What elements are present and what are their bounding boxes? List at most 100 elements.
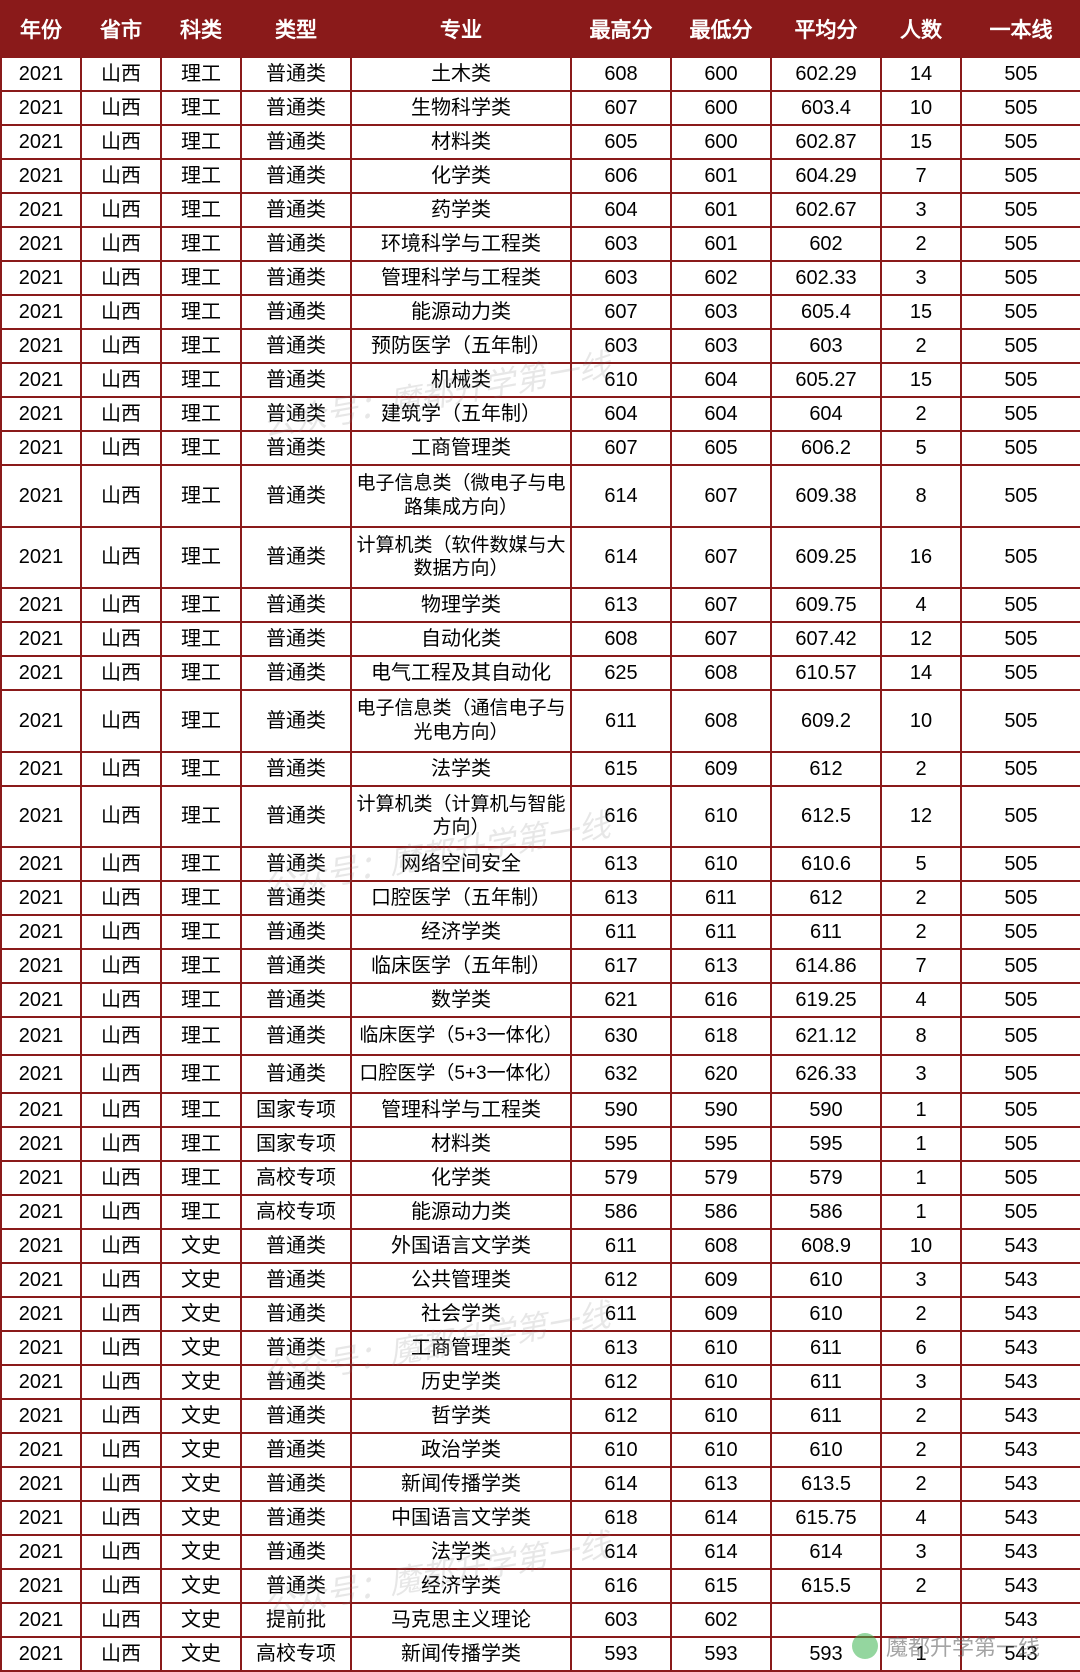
table-cell: 505 — [961, 125, 1080, 159]
table-cell: 2021 — [1, 227, 81, 261]
table-cell: 文史 — [161, 1433, 241, 1467]
table-cell: 理工 — [161, 1093, 241, 1127]
table-cell: 普通类 — [241, 1467, 351, 1501]
table-cell: 山西 — [81, 1433, 161, 1467]
table-cell: 2 — [881, 329, 961, 363]
table-row: 2021山西理工普通类管理科学与工程类603602602.333505 — [1, 261, 1080, 295]
table-cell: 10 — [881, 91, 961, 125]
table-cell: 2021 — [1, 1603, 81, 1637]
table-cell: 606.2 — [771, 431, 881, 465]
table-cell: 山西 — [81, 1501, 161, 1535]
table-cell: 2 — [881, 1467, 961, 1501]
table-row: 2021山西文史提前批马克思主义理论603602543 — [1, 1603, 1080, 1637]
table-cell: 543 — [961, 1637, 1080, 1671]
table-cell: 普通类 — [241, 329, 351, 363]
table-cell: 543 — [961, 1569, 1080, 1603]
table-cell: 612.5 — [771, 786, 881, 848]
table-cell: 山西 — [81, 1637, 161, 1671]
table-body: 2021山西理工普通类土木类608600602.29145052021山西理工普… — [1, 57, 1080, 1671]
table-cell: 4 — [881, 588, 961, 622]
table-cell: 610 — [671, 847, 771, 881]
table-cell: 608 — [671, 690, 771, 752]
table-cell: 613 — [571, 588, 671, 622]
table-row: 2021山西文史普通类公共管理类6126096103543 — [1, 1263, 1080, 1297]
table-cell: 619.25 — [771, 983, 881, 1017]
table-cell: 生物科学类 — [351, 91, 571, 125]
table-cell: 1 — [881, 1127, 961, 1161]
table-cell: 505 — [961, 1195, 1080, 1229]
table-row: 2021山西文史普通类哲学类6126106112543 — [1, 1399, 1080, 1433]
table-cell: 614 — [571, 527, 671, 589]
table-cell: 3 — [881, 1263, 961, 1297]
table-row: 2021山西文史普通类经济学类616615615.52543 — [1, 1569, 1080, 1603]
table-cell: 614 — [571, 465, 671, 527]
table-cell: 2021 — [1, 261, 81, 295]
table-cell: 611 — [571, 915, 671, 949]
table-cell: 文史 — [161, 1603, 241, 1637]
table-cell: 610 — [671, 1331, 771, 1365]
table-cell: 材料类 — [351, 125, 571, 159]
table-row: 2021山西理工普通类口腔医学（五年制）6136116122505 — [1, 881, 1080, 915]
table-cell: 文史 — [161, 1467, 241, 1501]
table-cell: 山西 — [81, 588, 161, 622]
table-cell: 理工 — [161, 690, 241, 752]
table-cell: 2021 — [1, 1399, 81, 1433]
table-cell: 山西 — [81, 1055, 161, 1093]
table-cell: 605 — [571, 125, 671, 159]
table-cell: 理工 — [161, 465, 241, 527]
table-cell: 601 — [671, 159, 771, 193]
table-cell: 山西 — [81, 295, 161, 329]
table-cell: 604 — [671, 363, 771, 397]
table-cell: 505 — [961, 1017, 1080, 1055]
table-cell: 普通类 — [241, 159, 351, 193]
table-cell: 普通类 — [241, 363, 351, 397]
table-cell: 山西 — [81, 1297, 161, 1331]
table-cell: 经济学类 — [351, 915, 571, 949]
table-cell: 2021 — [1, 1365, 81, 1399]
table-cell: 609 — [671, 752, 771, 786]
table-row: 2021山西理工普通类建筑学（五年制）6046046042505 — [1, 397, 1080, 431]
table-cell: 普通类 — [241, 656, 351, 690]
table-cell: 山西 — [81, 752, 161, 786]
table-cell: 管理科学与工程类 — [351, 261, 571, 295]
table-cell: 602.33 — [771, 261, 881, 295]
table-cell: 607 — [671, 465, 771, 527]
table-cell: 普通类 — [241, 1569, 351, 1603]
table-row: 2021山西文史普通类历史学类6126106113543 — [1, 1365, 1080, 1399]
table-cell: 2021 — [1, 431, 81, 465]
table-cell: 607 — [671, 588, 771, 622]
table-cell: 普通类 — [241, 752, 351, 786]
table-cell: 普通类 — [241, 786, 351, 848]
table-cell: 601 — [671, 227, 771, 261]
table-cell: 山西 — [81, 329, 161, 363]
table-cell: 5 — [881, 847, 961, 881]
table-cell: 管理科学与工程类 — [351, 1093, 571, 1127]
table-cell: 602.29 — [771, 57, 881, 91]
table-cell: 政治学类 — [351, 1433, 571, 1467]
table-cell: 543 — [961, 1603, 1080, 1637]
table-cell: 590 — [771, 1093, 881, 1127]
table-cell: 611 — [771, 1365, 881, 1399]
table-cell: 602 — [771, 227, 881, 261]
table-cell: 616 — [571, 1569, 671, 1603]
table-cell: 615 — [571, 752, 671, 786]
table-cell: 621 — [571, 983, 671, 1017]
table-cell: 579 — [571, 1161, 671, 1195]
table-cell: 3 — [881, 261, 961, 295]
table-cell: 普通类 — [241, 227, 351, 261]
table-cell: 理工 — [161, 397, 241, 431]
table-cell: 马克思主义理论 — [351, 1603, 571, 1637]
table-cell: 山西 — [81, 1569, 161, 1603]
table-cell: 3 — [881, 193, 961, 227]
table-cell: 606 — [571, 159, 671, 193]
table-cell: 15 — [881, 363, 961, 397]
table-cell: 603 — [671, 295, 771, 329]
table-cell: 607.42 — [771, 622, 881, 656]
table-cell: 2021 — [1, 1229, 81, 1263]
table-cell: 2021 — [1, 1467, 81, 1501]
table-cell: 2021 — [1, 1127, 81, 1161]
table-cell: 612 — [771, 881, 881, 915]
table-cell: 化学类 — [351, 159, 571, 193]
table-cell: 505 — [961, 91, 1080, 125]
table-cell: 4 — [881, 1501, 961, 1535]
